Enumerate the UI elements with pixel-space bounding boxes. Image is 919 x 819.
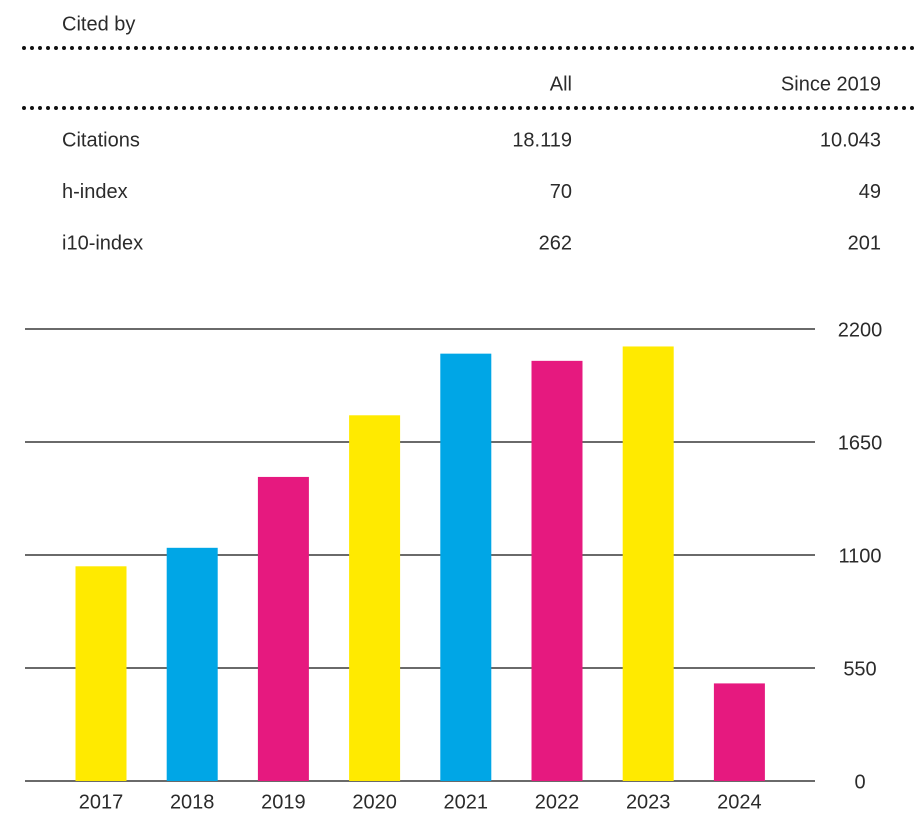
x-tick-label: 2023 xyxy=(626,791,671,813)
table-cell: 201 xyxy=(848,232,881,254)
x-tick-label: 2021 xyxy=(444,791,489,813)
bar xyxy=(166,547,218,781)
y-tick-label: 0 xyxy=(854,771,865,793)
bar xyxy=(257,476,309,781)
x-tick-label: 2022 xyxy=(535,791,580,813)
section-title: Cited by xyxy=(62,13,135,35)
y-tick-label: 550 xyxy=(843,658,876,680)
bar xyxy=(75,566,127,781)
y-tick-label: 1650 xyxy=(838,432,883,454)
bar xyxy=(622,346,674,781)
x-tick-label: 2020 xyxy=(352,791,397,813)
column-header: All xyxy=(550,73,572,95)
row-label: h-index xyxy=(62,181,128,203)
bar xyxy=(440,353,492,781)
column-header: Since 2019 xyxy=(781,73,881,95)
table-cell: 10.043 xyxy=(820,129,881,151)
table-cell: 49 xyxy=(859,181,881,203)
x-tick-label: 2017 xyxy=(79,791,124,813)
table-cell: 70 xyxy=(550,181,572,203)
bar xyxy=(531,360,583,781)
x-tick-label: 2019 xyxy=(261,791,306,813)
x-tick-label: 2024 xyxy=(717,791,762,813)
bar xyxy=(713,683,765,781)
x-tick-label: 2018 xyxy=(170,791,215,813)
table-cell: 18.119 xyxy=(512,129,572,151)
bar xyxy=(349,415,401,781)
y-tick-label: 1100 xyxy=(838,545,881,567)
y-tick-label: 2200 xyxy=(838,319,883,341)
table-cell: 262 xyxy=(539,232,572,254)
row-label: i10-index xyxy=(62,232,143,254)
row-label: Citations xyxy=(62,129,140,151)
